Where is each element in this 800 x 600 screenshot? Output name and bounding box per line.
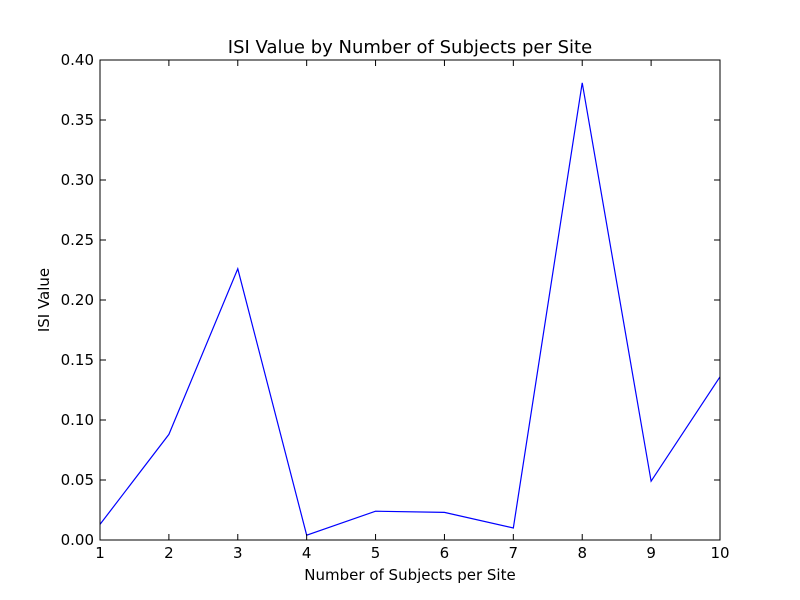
y-tick-label: 0.35	[61, 111, 94, 129]
y-tick-label: 0.40	[61, 51, 94, 69]
y-tick-label: 0.15	[61, 351, 94, 369]
plot-frame	[99, 59, 721, 541]
y-tick-label: 0.25	[61, 231, 94, 249]
x-tick-label: 4	[302, 544, 312, 562]
y-axis-label: ISI Value	[35, 268, 53, 332]
y-tick-label: 0.00	[61, 531, 94, 549]
plot-area: 1 2 3 4 5 6 7 8 9 10 0.00 0.05 0.10 0.15 0.20 0.25 0.30 0…	[61, 51, 730, 562]
y-tick-label: 0.30	[61, 171, 94, 189]
series-line-0	[99, 82, 721, 536]
x-tick-label: 5	[371, 544, 381, 562]
x-tick-label: 9	[646, 544, 656, 562]
y-tick-label: 0.05	[61, 471, 94, 489]
x-axis-label: Number of Subjects per Site	[304, 566, 515, 584]
y-tick-label: 0.10	[61, 411, 94, 429]
x-tick-label: 3	[233, 544, 243, 562]
x-tick-label: 1	[95, 544, 105, 562]
x-tick-label: 6	[440, 544, 450, 562]
x-tick-label: 10	[710, 544, 729, 562]
x-tick-label: 7	[509, 544, 519, 562]
x-tick-label: 2	[164, 544, 174, 562]
y-tick-label: 0.20	[61, 291, 94, 309]
chart-title: ISI Value by Number of Subjects per Site	[228, 37, 592, 58]
x-tick-label: 8	[577, 544, 587, 562]
